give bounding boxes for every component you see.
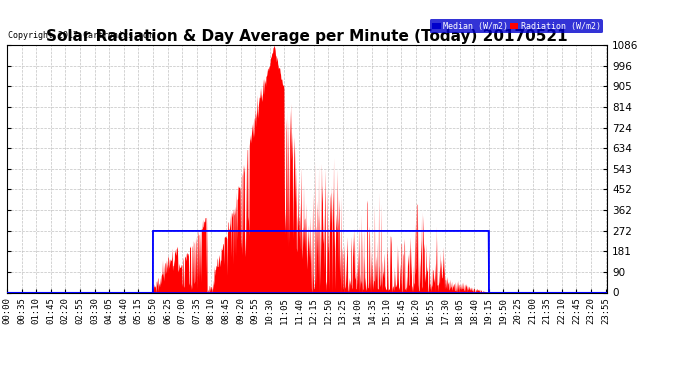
Title: Solar Radiation & Day Average per Minute (Today) 20170521: Solar Radiation & Day Average per Minute… — [46, 29, 568, 44]
Legend: Median (W/m2), Radiation (W/m2): Median (W/m2), Radiation (W/m2) — [430, 20, 603, 33]
Text: Copyright 2017 Cartronics.com: Copyright 2017 Cartronics.com — [8, 32, 152, 40]
Bar — [153, 231, 489, 292]
